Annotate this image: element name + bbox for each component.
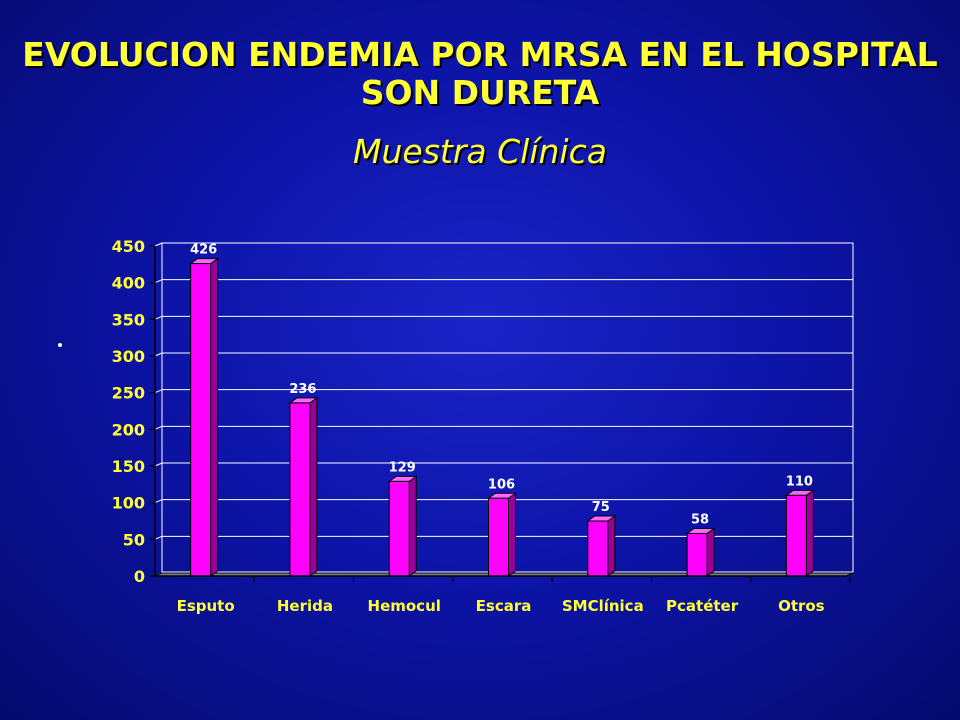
x-tick-label-2: Hemocul (368, 597, 441, 615)
data-label-4: 75 (592, 500, 610, 515)
y-tick-label-1: 50 (123, 530, 145, 549)
y-tick-label-0: 0 (134, 567, 145, 586)
bar-side-6 (805, 489, 814, 577)
x-tick-label-5: Pcatéter (666, 597, 739, 615)
bar-side-3 (508, 492, 516, 577)
bar-side-0 (210, 257, 219, 577)
x-tick-label-6: Otros (778, 597, 825, 615)
data-label-0: 426 (190, 243, 217, 258)
gridline-depth-4 (154, 425, 163, 430)
bar-5 (686, 532, 708, 577)
x-tick-label-3: Escara (476, 597, 532, 615)
bar-1 (289, 402, 311, 577)
y-tick-label-8: 400 (112, 274, 145, 293)
bar-side-5 (706, 527, 715, 577)
y-tick-label-5: 250 (112, 384, 145, 403)
x-tick-label-4: SMClínica (562, 597, 644, 615)
y-tick-label-2: 100 (112, 494, 145, 513)
bar-3 (488, 497, 509, 577)
y-tick-label-3: 150 (112, 457, 145, 476)
bar-0 (190, 263, 212, 577)
gridline-depth-2 (154, 499, 163, 504)
x-tick-label-1: Herida (277, 597, 333, 615)
gridline-depth-1 (154, 535, 163, 540)
y-tick-label-9: 450 (112, 237, 145, 256)
y-tick-label-7: 350 (112, 310, 145, 329)
slide-title: EVOLUCION ENDEMIA POR MRSA EN EL HOSPITA… (22, 35, 938, 112)
data-label-6: 110 (786, 474, 813, 489)
bullet-dot (58, 343, 62, 347)
data-label-3: 106 (488, 477, 515, 492)
data-label-1: 236 (289, 382, 316, 397)
bar-side-4 (607, 515, 616, 577)
y-tick-label-6: 300 (112, 347, 145, 366)
bar-side-2 (408, 475, 417, 577)
data-label-2: 129 (389, 460, 416, 475)
gridline-depth-5 (154, 389, 163, 394)
bar-6 (785, 494, 807, 577)
gridline-depth-8 (154, 279, 163, 284)
gridline-depth-6 (154, 352, 163, 357)
gridline-depth-7 (154, 315, 163, 320)
y-tick-label-4: 200 (112, 420, 145, 439)
data-label-5: 58 (691, 512, 709, 527)
bar-2 (388, 480, 410, 577)
gridline-depth-9 (154, 242, 163, 247)
x-tick-label-0: Esputo (177, 597, 235, 615)
gridline-depth-3 (154, 462, 163, 467)
bar-4 (587, 520, 609, 577)
slide-subtitle: Muestra Clínica (353, 132, 607, 171)
bar-side-1 (309, 396, 318, 577)
